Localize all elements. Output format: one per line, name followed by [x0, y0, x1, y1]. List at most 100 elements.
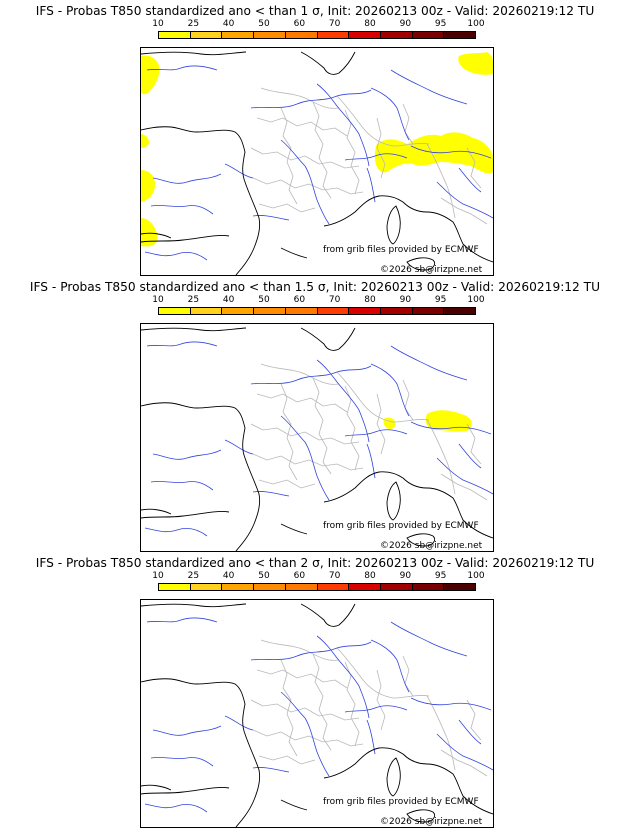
river [224, 715, 254, 731]
probability-color-scale: 10 25 40 50 60 70 80 90 95 100 [152, 19, 485, 47]
scale-color-segment [159, 308, 191, 314]
scale-tick-label: 50 [258, 19, 270, 29]
scale-tick-label: 100 [467, 19, 485, 29]
scale-tick-label: 10 [152, 571, 164, 581]
scale-color-segment [159, 32, 191, 38]
admin-border [258, 755, 316, 765]
admin-border [280, 107, 298, 205]
scale-bar [158, 583, 476, 591]
admin-border [280, 659, 298, 757]
copyright-credit: ©2026 sb@irizpne.net [380, 265, 483, 275]
river [224, 163, 254, 179]
scale-color-segment [380, 584, 413, 590]
coastline [280, 247, 308, 259]
scale-color-segment [412, 584, 445, 590]
map-panel-1: IFS - Probas T850 standardized ano < tha… [0, 0, 630, 276]
probability-area [425, 410, 472, 432]
admin-border [252, 729, 364, 747]
river [458, 719, 482, 745]
admin-border [344, 661, 360, 747]
scale-color-segment [349, 32, 381, 38]
france-map [141, 327, 493, 551]
coastline [323, 195, 493, 263]
admin-border [256, 393, 348, 413]
scale-tick-label: 25 [187, 19, 200, 29]
river [250, 641, 372, 661]
coastline [386, 205, 401, 245]
scale-color-segment [444, 308, 476, 314]
scale-tick-label: 95 [434, 19, 447, 29]
river [390, 621, 468, 657]
admin-border [336, 371, 430, 423]
france-map [141, 603, 493, 827]
river [344, 705, 408, 713]
river [344, 153, 408, 161]
coastline [280, 799, 308, 811]
river [150, 205, 214, 215]
admin-border [466, 423, 482, 465]
scale-tick-label: 60 [293, 19, 306, 29]
admin-border [336, 95, 430, 147]
coastline [141, 327, 247, 332]
scale-color-segment [317, 32, 350, 38]
admin-border [426, 695, 456, 771]
admin-border [260, 363, 340, 385]
coastline [386, 481, 401, 521]
scale-color-segment [444, 584, 476, 590]
source-credit: from grib files provided by ECMWF [323, 245, 479, 255]
admin-border [344, 385, 360, 471]
admin-border [426, 419, 456, 495]
coastline [141, 784, 172, 791]
admin-border [258, 203, 316, 213]
river [280, 415, 330, 501]
copyright-credit: ©2026 sb@irizpne.net [380, 541, 483, 551]
river [366, 719, 376, 755]
scale-tick-label: 25 [187, 571, 200, 581]
admin-border [312, 101, 332, 199]
river [250, 365, 372, 385]
coastline [280, 523, 308, 535]
scale-color-segment [254, 584, 286, 590]
river [436, 733, 493, 771]
scale-color-segment [349, 308, 381, 314]
coastline [406, 809, 436, 823]
admin-border [376, 117, 386, 179]
admin-border [312, 653, 332, 751]
coastline [406, 533, 436, 547]
admin-border [260, 87, 340, 109]
scale-color-segment [222, 32, 255, 38]
scale-color-segment [285, 584, 318, 590]
scale-tick-label: 100 [467, 295, 485, 305]
coastline [141, 508, 172, 515]
admin-border [440, 473, 488, 501]
river [344, 429, 408, 437]
scale-tick-label: 70 [328, 571, 341, 581]
admin-border [402, 655, 414, 697]
coastline [386, 757, 401, 797]
map-panel-2: IFS - Probas T850 standardized ano < tha… [0, 276, 630, 552]
admin-border [280, 383, 298, 481]
scale-tick-label: 80 [364, 295, 376, 305]
admin-border [256, 669, 348, 689]
coastline [141, 603, 247, 608]
scale-tick-label: 40 [222, 19, 235, 29]
river [316, 359, 370, 443]
probability-color-scale: 10 25 40 50 60 70 80 90 95 100 [152, 295, 485, 323]
scale-color-segment [190, 584, 223, 590]
probability-area [458, 52, 493, 75]
scale-tick-label: 80 [364, 19, 376, 29]
source-credit: from grib files provided by ECMWF [323, 521, 479, 531]
river [150, 481, 214, 491]
probability-area [383, 417, 396, 429]
scale-labels: 10 25 40 50 60 70 80 90 95 100 [152, 19, 484, 29]
river [152, 725, 222, 736]
scale-color-segment [190, 308, 223, 314]
admin-border [336, 647, 430, 699]
river [224, 439, 254, 455]
panel-title: IFS - Probas T850 standardized ano < tha… [35, 4, 595, 18]
scale-color-segment [412, 32, 445, 38]
river [280, 691, 330, 777]
scale-tick-label: 80 [364, 571, 376, 581]
map-frame: from grib files provided by ECMWF ©2026 … [140, 47, 494, 276]
river [150, 757, 214, 767]
